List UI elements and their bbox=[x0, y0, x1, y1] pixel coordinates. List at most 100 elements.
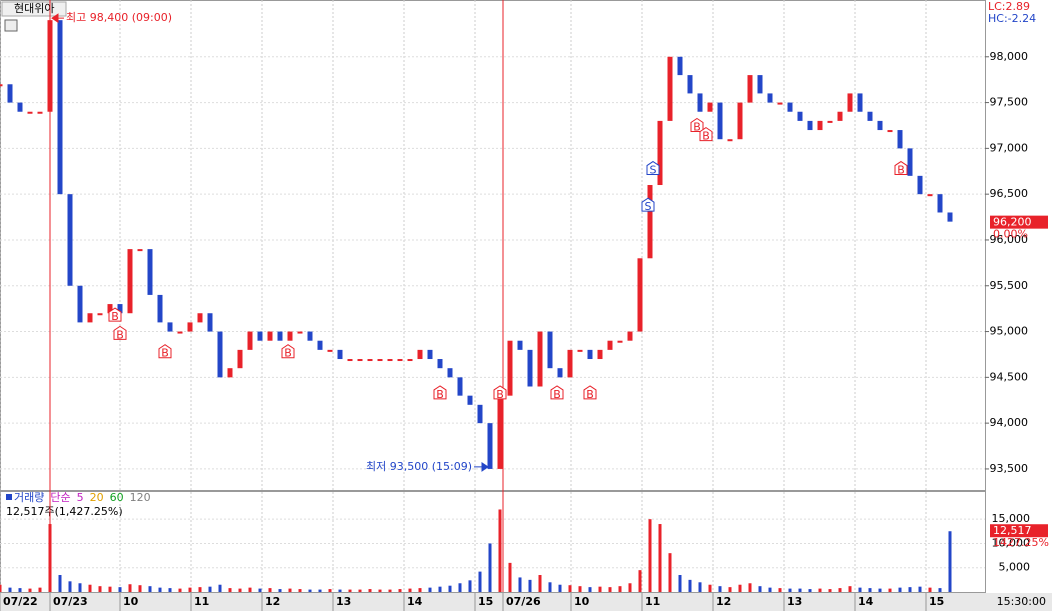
volume-bar bbox=[348, 589, 352, 592]
candle bbox=[287, 331, 293, 341]
candle bbox=[487, 423, 493, 469]
y-tick-label: 97,500 bbox=[990, 96, 1029, 109]
volume-bar bbox=[868, 588, 872, 592]
table-icon[interactable] bbox=[4, 19, 18, 32]
signal-label: B bbox=[693, 120, 701, 133]
candle bbox=[197, 313, 203, 323]
volume-bar bbox=[368, 589, 372, 592]
volume-bar bbox=[328, 589, 332, 592]
volume-bar bbox=[658, 524, 662, 592]
high-note: 최고 98,400 (09:00) bbox=[66, 11, 172, 24]
volume-bar bbox=[268, 588, 272, 592]
candle bbox=[277, 331, 283, 341]
volume-bar bbox=[8, 587, 12, 592]
candle bbox=[617, 340, 623, 343]
volume-bar bbox=[948, 531, 952, 592]
volume-bar bbox=[548, 582, 552, 592]
candle bbox=[37, 111, 43, 114]
y-tick-label: 98,000 bbox=[990, 50, 1029, 63]
volume-bar bbox=[258, 588, 262, 592]
volume-bar bbox=[448, 585, 452, 592]
candle bbox=[807, 120, 813, 131]
signal-label: B bbox=[116, 328, 124, 341]
volume-bar bbox=[628, 583, 632, 592]
candle bbox=[837, 111, 843, 121]
y-tick-label: 94,000 bbox=[990, 416, 1029, 429]
signal-label: B bbox=[897, 164, 905, 177]
x-tick-label: 07/23 bbox=[53, 595, 88, 608]
volume-bar bbox=[708, 584, 712, 592]
candle bbox=[27, 111, 33, 114]
volume-bar bbox=[738, 584, 742, 592]
signal-label: B bbox=[161, 347, 169, 360]
x-tick-label: 12 bbox=[265, 595, 280, 608]
signal-marker bbox=[108, 307, 122, 322]
volume-bar bbox=[48, 524, 52, 592]
candle bbox=[557, 368, 563, 378]
volume-bar bbox=[158, 587, 162, 592]
signal-label: B bbox=[436, 388, 444, 401]
volume-bar bbox=[518, 577, 522, 592]
x-tick-label: 14 bbox=[407, 595, 423, 608]
volume-legend: 120 bbox=[130, 491, 151, 504]
signal-label: B bbox=[496, 388, 504, 401]
candle bbox=[867, 111, 873, 121]
signal-label: S bbox=[645, 200, 652, 213]
volume-bar bbox=[148, 586, 152, 592]
candle bbox=[307, 331, 313, 341]
volume-bar bbox=[98, 586, 102, 592]
candle bbox=[877, 120, 883, 131]
volume-bar bbox=[0, 584, 2, 592]
candle bbox=[757, 75, 763, 94]
signal-marker bbox=[646, 160, 660, 176]
candle bbox=[237, 349, 243, 369]
candle bbox=[567, 349, 573, 378]
x-tick-label: 11 bbox=[194, 595, 209, 608]
volume-bar bbox=[388, 589, 392, 592]
candle bbox=[887, 130, 893, 133]
candle bbox=[427, 349, 433, 360]
candle bbox=[847, 93, 853, 112]
volume-bar bbox=[938, 588, 942, 592]
volume-pct-label: 1427.25% bbox=[993, 536, 1049, 549]
candle bbox=[817, 120, 823, 131]
candle bbox=[497, 395, 503, 469]
candle bbox=[647, 185, 653, 259]
candle bbox=[437, 359, 443, 369]
volume-bar bbox=[498, 509, 502, 592]
x-tick-label: 10 bbox=[123, 595, 139, 608]
signal-label: B bbox=[702, 130, 710, 143]
x-tick-label: 11 bbox=[645, 595, 660, 608]
volume-bar bbox=[678, 575, 682, 592]
candle bbox=[57, 20, 63, 195]
volume-bar bbox=[38, 587, 42, 592]
volume-bar bbox=[858, 587, 862, 592]
candle bbox=[337, 349, 343, 360]
candle bbox=[127, 249, 133, 314]
signal-marker bbox=[894, 160, 908, 176]
signal-marker bbox=[550, 385, 564, 400]
candle bbox=[7, 84, 13, 103]
last-volume-box bbox=[990, 524, 1048, 538]
candle bbox=[737, 102, 743, 140]
hc-label: HC:-2.24 bbox=[988, 12, 1036, 25]
candle bbox=[687, 75, 693, 94]
signal-marker bbox=[641, 197, 655, 212]
x-tick-label: 15 bbox=[478, 595, 493, 608]
candle bbox=[0, 84, 3, 87]
candle bbox=[797, 111, 803, 121]
candle bbox=[47, 20, 53, 112]
volume-bar bbox=[418, 588, 422, 592]
candle bbox=[147, 249, 153, 295]
candle bbox=[417, 349, 423, 360]
signal-marker bbox=[493, 385, 507, 400]
volume-bar bbox=[808, 589, 812, 592]
legend-swatch bbox=[6, 494, 12, 500]
volume-bar bbox=[128, 584, 132, 592]
volume-bar bbox=[718, 586, 722, 592]
volume-bar bbox=[668, 553, 672, 592]
volume-bar bbox=[118, 587, 122, 592]
candle bbox=[927, 194, 933, 197]
candle bbox=[107, 304, 113, 314]
